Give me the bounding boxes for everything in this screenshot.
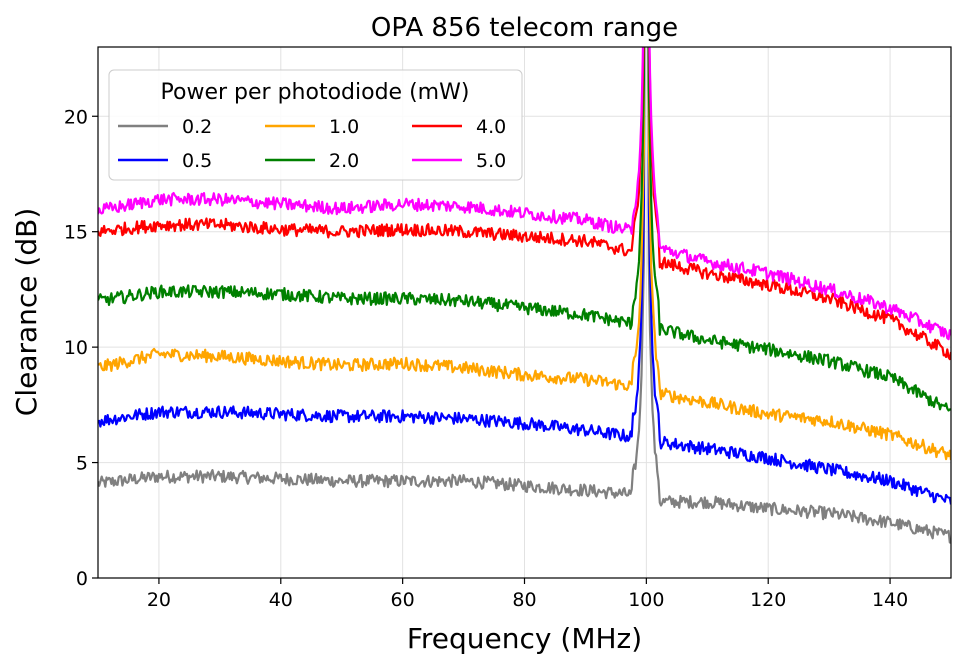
series-line-1.0: [98, 47, 951, 461]
legend-title: Power per photodiode (mW): [161, 80, 470, 105]
legend-label-0.5: 0.5: [182, 150, 212, 172]
y-axis: 0 5 10 15 20: [64, 106, 98, 590]
y-axis-label: Clearance (dB): [10, 208, 43, 416]
legend-label-1.0: 1.0: [329, 116, 359, 138]
legend-entries: 0.2 0.5 1.0 2.0 4.0 5.0: [118, 116, 506, 172]
y-tick-label: 5: [76, 453, 88, 475]
y-tick-label: 0: [76, 568, 88, 590]
series-line-4.0: [98, 47, 951, 361]
x-tick-label: 140: [872, 589, 908, 611]
series-line-2.0: [98, 47, 951, 412]
legend-label-4.0: 4.0: [476, 116, 506, 138]
x-tick-label: 20: [147, 589, 171, 611]
chart-title: OPA 856 telecom range: [371, 13, 678, 43]
x-tick-label: 40: [269, 589, 293, 611]
x-tick-label: 60: [391, 589, 415, 611]
legend-box: [108, 69, 523, 181]
x-tick-label: 80: [512, 589, 536, 611]
legend-label-5.0: 5.0: [476, 150, 506, 172]
legend: Power per photodiode (mW) 0.2 0.5 1.0 2.0 4.…: [108, 69, 523, 181]
y-tick-label: 15: [64, 222, 88, 244]
legend-label-2.0: 2.0: [329, 150, 359, 172]
x-tick-label: 120: [750, 589, 786, 611]
series-line-0.5: [98, 47, 951, 505]
x-axis: 20 40 60 80 100 120 140: [147, 578, 908, 611]
y-tick-label: 10: [64, 337, 88, 359]
y-tick-label: 20: [64, 106, 88, 128]
series-layer: [98, 47, 951, 544]
x-axis-label: Frequency (MHz): [407, 622, 642, 655]
legend-label-0.2: 0.2: [182, 116, 212, 138]
x-tick-label: 100: [628, 589, 664, 611]
series-line-5.0: [98, 47, 951, 341]
series-line-0.2: [98, 47, 951, 544]
